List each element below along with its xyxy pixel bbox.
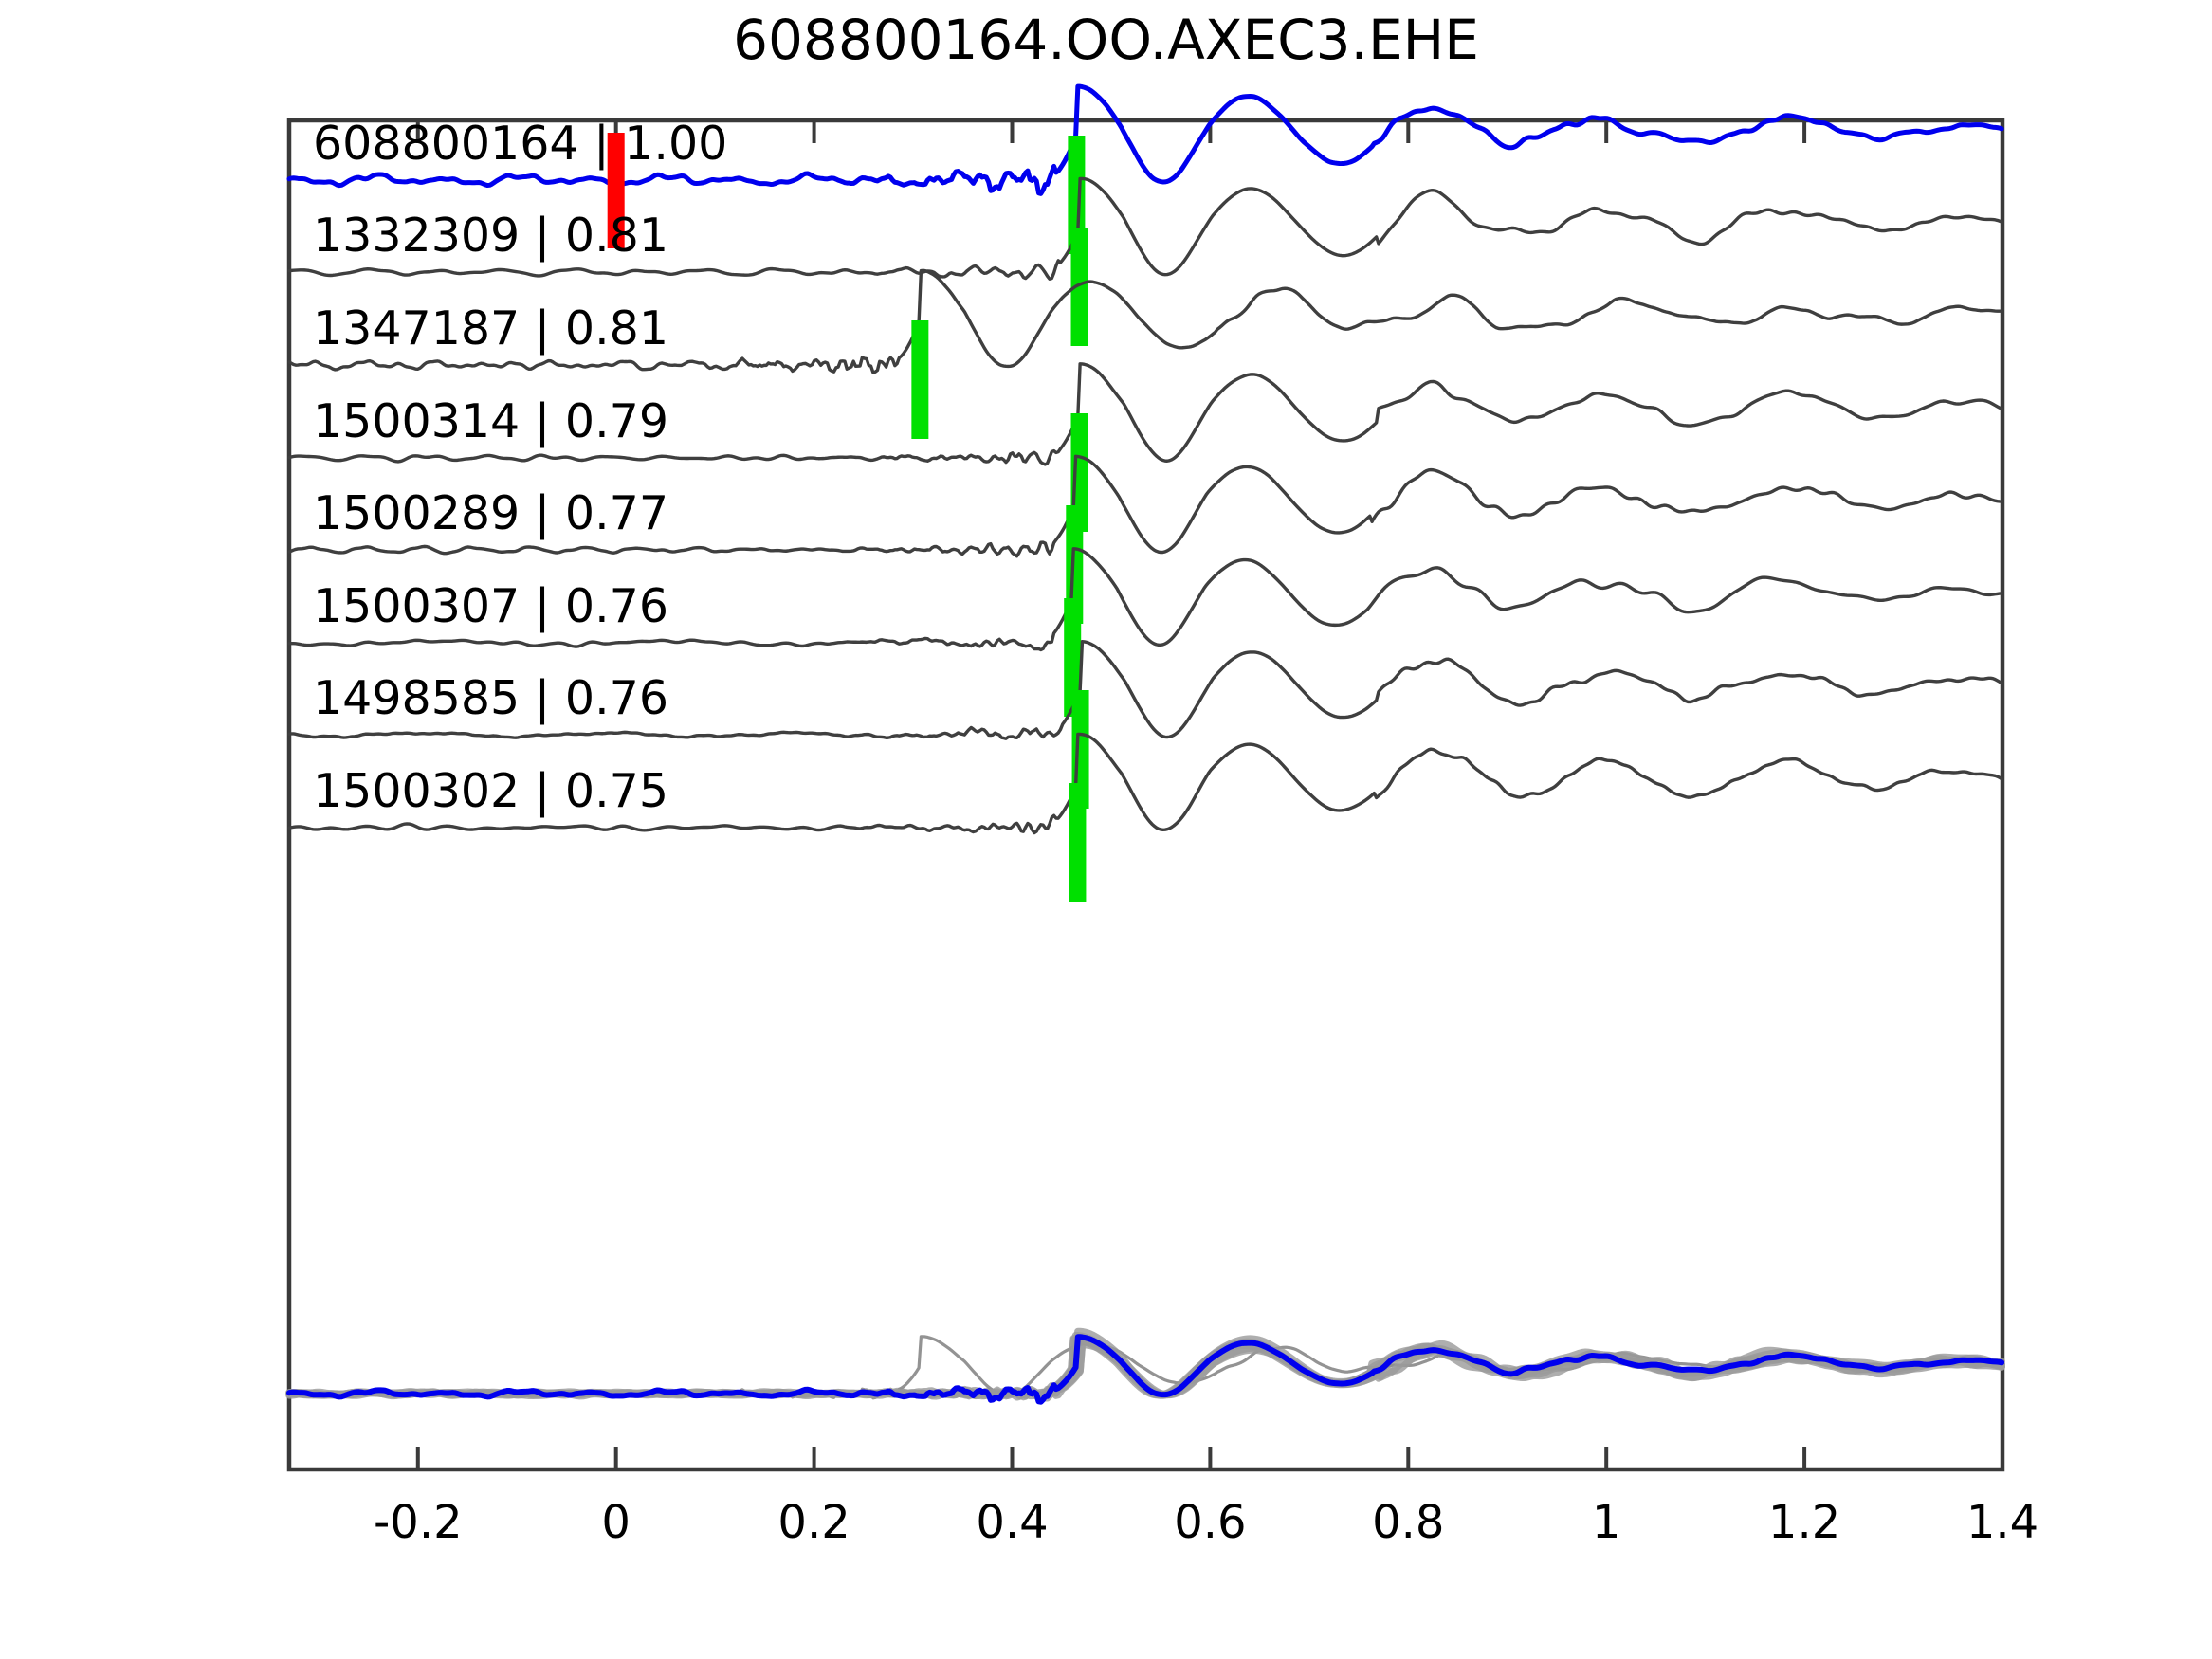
waveform-trace: 1498585 | 0.76 (287, 639, 2003, 809)
pick-time-marker (1064, 598, 1082, 717)
waveform-trace: 1500289 | 0.77 (287, 454, 2003, 624)
trace-label: 1498585 | 0.76 (313, 671, 668, 725)
trace-label: 608800164 | 1.00 (313, 117, 727, 171)
x-tick-label: -0.2 (374, 1496, 463, 1549)
x-axis-ticks: -0.2 0 0.2 0.4 0.6 0.8 1 1.2 1.4 (374, 120, 2038, 1549)
pick-time-marker (1070, 228, 1088, 346)
trace-line (287, 547, 2003, 652)
x-tick-label: 0.8 (1372, 1496, 1444, 1549)
x-tick-label: 1 (1592, 1496, 1621, 1549)
page-title: 608800164.OO.AXEC3.EHE (733, 8, 1479, 72)
trace-label: 1500289 | 0.77 (313, 486, 668, 540)
trace-line (287, 362, 2003, 466)
trace-line (287, 454, 2003, 558)
trace-line (287, 268, 2003, 374)
pick-time-marker (1068, 136, 1086, 254)
traces-group: 608800164 | 1.00 1332309 | 0.81 1347187 | … (286, 83, 2004, 902)
x-tick-label: 0 (601, 1496, 631, 1549)
origin-time-marker (607, 133, 625, 248)
plot-frame-group (286, 118, 2005, 1472)
waveform-trace: 608800164 | 1.00 (286, 83, 2004, 254)
pick-time-marker (1069, 783, 1087, 902)
plot-border (286, 118, 2005, 1472)
trace-line (287, 176, 2003, 281)
x-tick-label: 0.4 (976, 1496, 1048, 1549)
trace-line (287, 639, 2003, 740)
waveform-trace: 1332309 | 0.81 (287, 176, 2003, 346)
trace-label: 1500314 | 0.79 (313, 394, 668, 448)
pick-time-marker (911, 320, 929, 439)
x-tick-label: 1.2 (1768, 1496, 1840, 1549)
trace-label: 1347187 | 0.81 (313, 301, 668, 356)
trace-label: 1500307 | 0.76 (313, 579, 668, 633)
trace-label: 1500302 | 0.75 (313, 764, 668, 818)
overlay-stack-panel (285, 1327, 2005, 1405)
x-tick-label: 0.6 (1174, 1496, 1246, 1549)
trace-label: 1332309 | 0.81 (313, 209, 668, 263)
waveform-trace: 1500307 | 0.76 (287, 547, 2003, 717)
waveform-trace: 1347187 | 0.81 (287, 268, 2003, 439)
trace-line (286, 83, 2004, 196)
trace-line (287, 732, 2003, 835)
x-tick-label: 1.4 (1966, 1496, 2038, 1549)
overlay-trace-template (286, 1334, 2005, 1405)
x-tick-label: 0.2 (777, 1496, 850, 1549)
waveform-trace: 1500302 | 0.75 (287, 732, 2003, 902)
